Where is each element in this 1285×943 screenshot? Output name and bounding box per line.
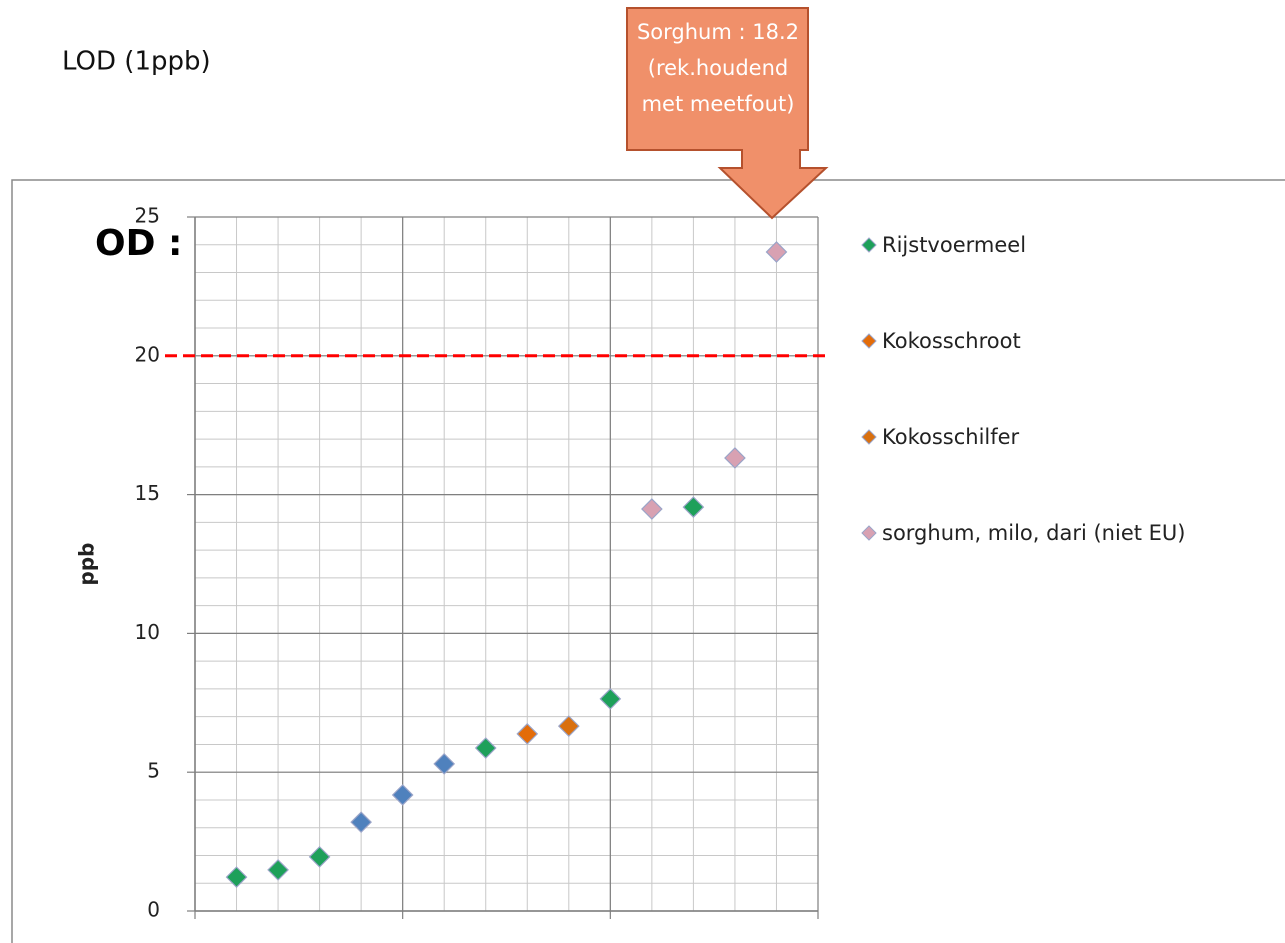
- annotation-text: met meetfout): [642, 92, 795, 116]
- lod-text: LOD (1ppb): [62, 47, 211, 77]
- y-tick-label: 15: [135, 481, 160, 505]
- point: [308, 846, 331, 868]
- annotation-text: (rek.houdend: [648, 56, 788, 80]
- legend-entry: sorghum, milo, dari (niet EU): [882, 521, 1186, 545]
- point: [350, 811, 372, 834]
- chart-frame: [11, 179, 1285, 943]
- legend-marker: [861, 333, 877, 349]
- y-tick-label: 20: [135, 342, 160, 366]
- legend-entry: Kokosschilfer: [882, 425, 1020, 449]
- y-axis-label: ppb: [75, 543, 99, 586]
- legend-marker: [861, 237, 877, 253]
- point: [225, 866, 248, 888]
- legend-entry: Rijstvoermeel: [882, 233, 1027, 257]
- point: [682, 496, 705, 518]
- point: [557, 715, 580, 737]
- point: [267, 859, 289, 881]
- point: [391, 784, 414, 806]
- point: [516, 723, 539, 745]
- point: [641, 498, 663, 520]
- y-tick-label: 25: [135, 204, 160, 228]
- annotation-text: Sorghum : 18.2: [637, 20, 799, 44]
- point: [765, 241, 788, 263]
- legend-marker: [861, 429, 877, 445]
- y-tick-label: 10: [135, 620, 160, 644]
- y-tick-label: 5: [147, 759, 160, 783]
- point: [433, 753, 456, 775]
- point: [474, 737, 497, 759]
- y-tick-label: 0: [147, 898, 160, 922]
- point: [599, 688, 622, 710]
- legend-marker: [861, 525, 877, 541]
- callout: [626, 7, 829, 220]
- point: [724, 447, 746, 469]
- od-text: OD :: [95, 223, 182, 264]
- legend-entry: Kokosschroot: [882, 329, 1021, 353]
